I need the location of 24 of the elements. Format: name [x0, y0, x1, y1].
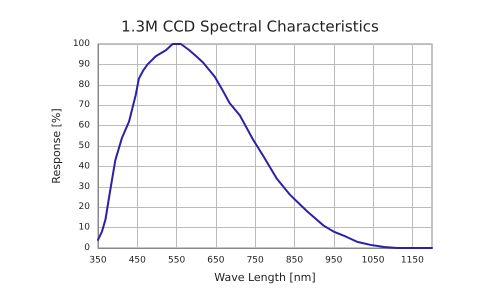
x-tick-label: 550	[168, 256, 186, 266]
x-tick-label: 1050	[362, 256, 385, 266]
y-tick-label: 50	[78, 141, 90, 151]
y-tick-label: 80	[78, 80, 90, 90]
y-tick-label: 100	[72, 39, 90, 49]
y-axis-title: Response [%]	[50, 108, 63, 184]
y-tick-label: 70	[78, 100, 90, 110]
x-tick-label: 750	[246, 256, 264, 266]
x-tick-label: 1150	[400, 256, 424, 266]
y-tick-label: 40	[78, 161, 90, 172]
chart-title: 1.3M CCD Spectral Characteristics	[121, 18, 380, 36]
y-tick-label: 0	[84, 243, 90, 253]
x-tick-label: 950	[325, 256, 343, 266]
x-tick-label: 350	[89, 256, 107, 266]
x-tick-label: 450	[128, 256, 146, 266]
y-tick-label: 60	[78, 120, 90, 131]
y-tick-label: 10	[78, 222, 90, 233]
y-tick-label: 90	[78, 59, 90, 70]
y-tick-label: 20	[78, 202, 90, 212]
x-tick-label: 650	[207, 256, 225, 266]
line-series	[97, 43, 433, 249]
y-tick-label: 30	[78, 182, 90, 192]
x-axis-title: Wave Length [nm]	[214, 271, 316, 284]
x-tick-label: 850	[286, 256, 304, 266]
